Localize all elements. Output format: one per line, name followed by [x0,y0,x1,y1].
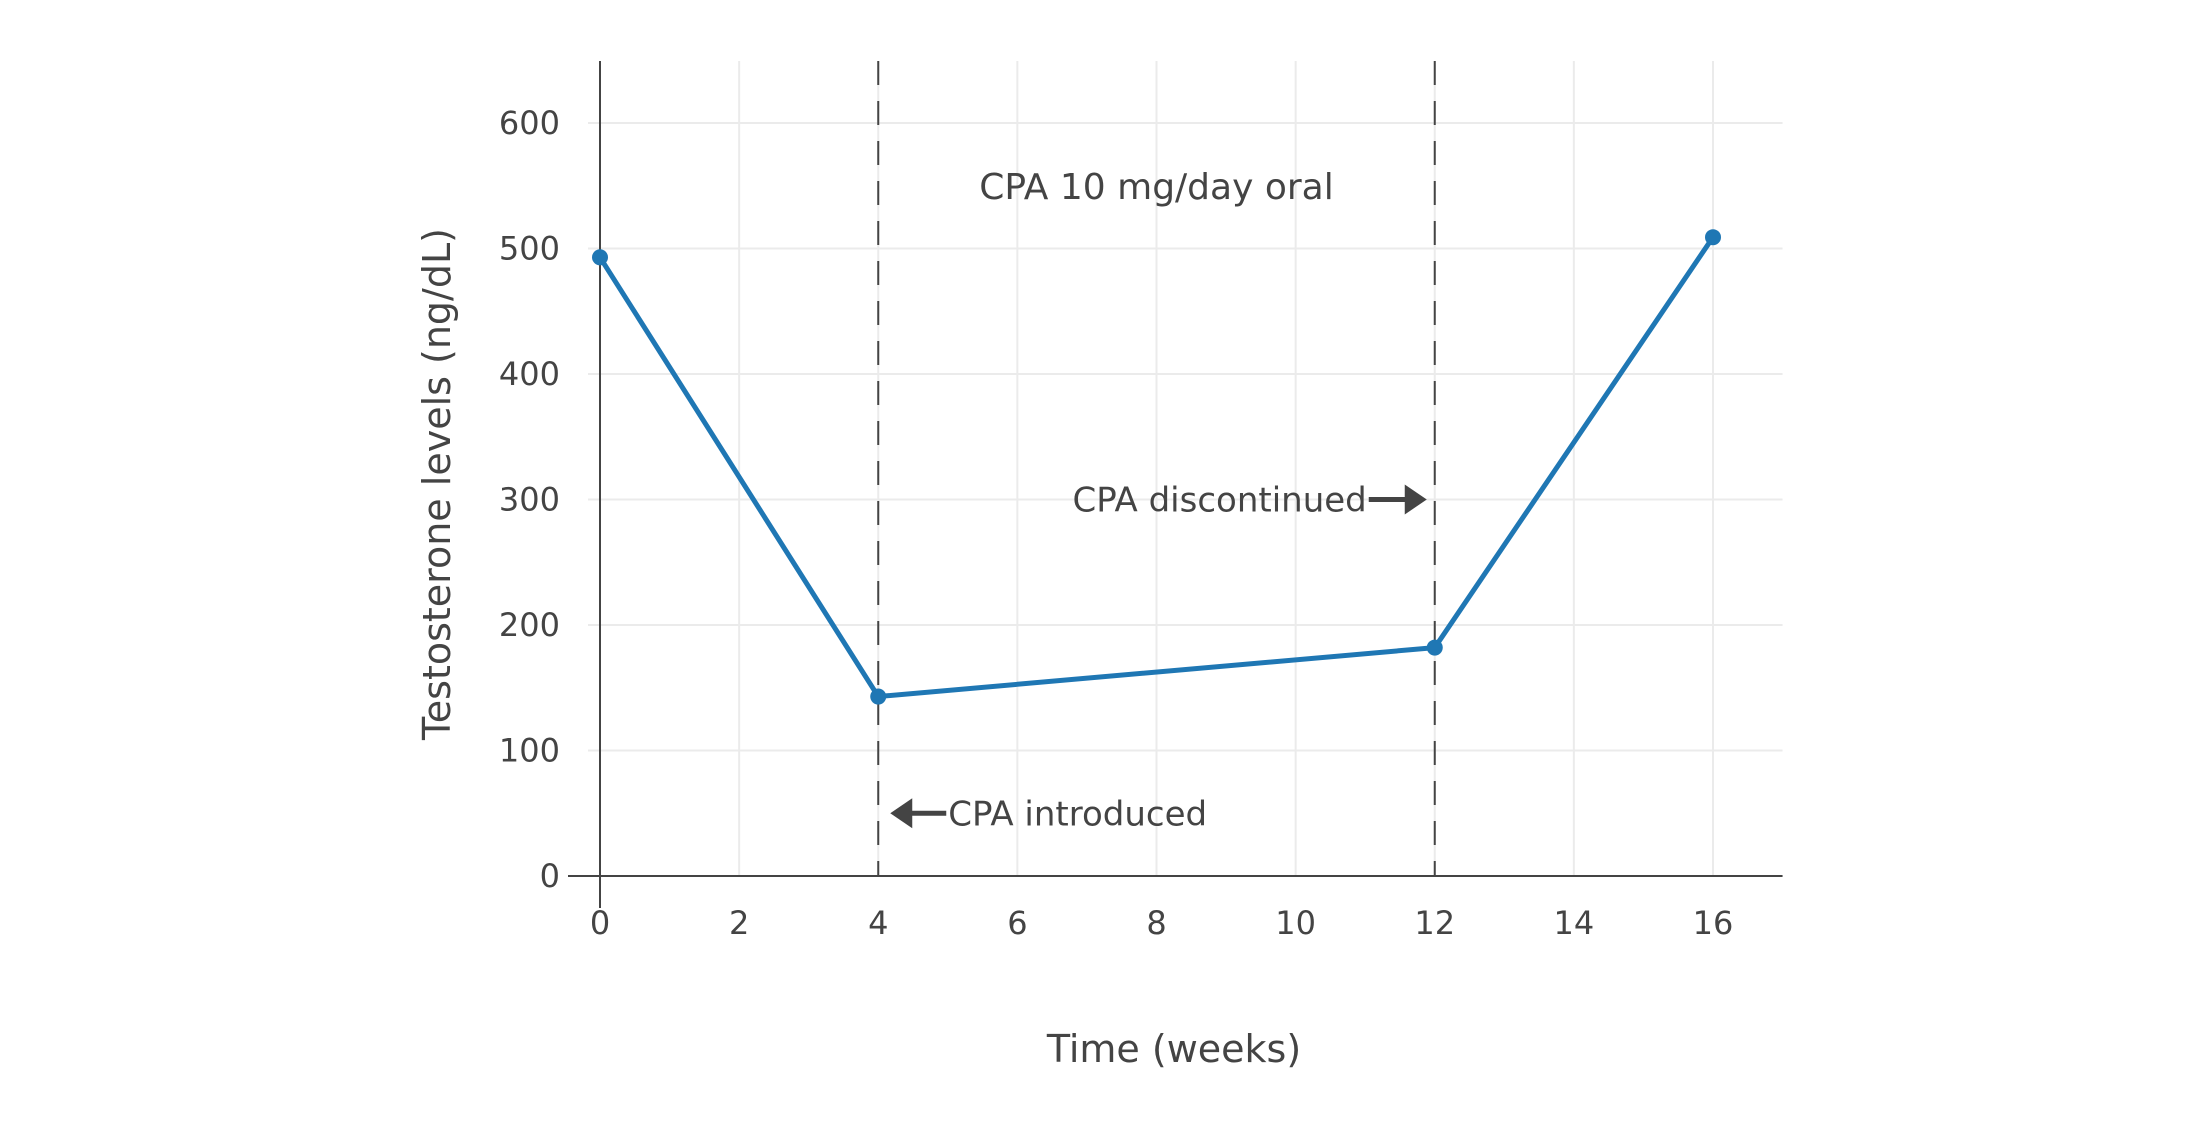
annotations: CPA 10 mg/day oral CPA discontinued CPA in… [890,167,1427,834]
arrow-left-icon [890,798,913,829]
x-tick-label: 10 [1275,904,1316,942]
series [592,229,1721,705]
y-tick-label: 100 [499,732,560,770]
x-tick-label: 6 [1007,904,1027,942]
x-tick-label: 2 [729,904,749,942]
arrow-right-icon [1404,484,1427,515]
data-point [592,249,608,266]
event-lines [877,61,1436,876]
annotation-text: CPA 10 mg/day oral [979,167,1333,208]
annotation-text: CPA discontinued [1072,481,1366,521]
y-axis-title: Testosterone levels (ng/dL) [415,228,459,741]
y-tick-label: 600 [499,104,560,142]
x-tick-label: 12 [1414,904,1455,942]
x-tick-label: 16 [1693,904,1734,942]
x-tick-label: 14 [1554,904,1595,942]
annotation-text: CPA introduced [948,794,1207,834]
y-tick-label: 400 [499,355,560,393]
x-tick-label: 8 [1146,904,1166,942]
x-tick-label: 0 [590,904,610,942]
y-tick-label: 200 [499,606,560,644]
data-point [1705,229,1721,246]
data-point [1426,639,1443,656]
y-tick-label: 500 [499,230,560,268]
y-tick-label: 300 [499,481,560,519]
data-point [870,688,887,705]
tick-labels: 0 2 4 6 8 10 12 14 16 0 100 200 300 400 500 600 [499,104,1733,942]
axes [568,61,1783,908]
x-axis-title: Time (weeks) [1046,1027,1301,1071]
x-tick-label: 4 [868,904,888,942]
y-tick-label: 0 [540,857,560,895]
series-line [597,235,1716,700]
